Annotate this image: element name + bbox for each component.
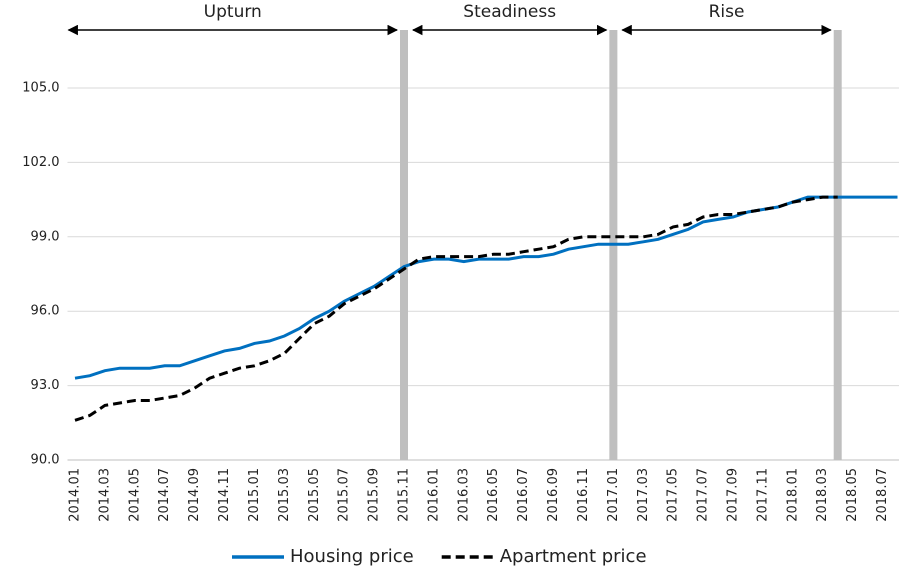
x-tick-label: 2016.09 xyxy=(546,468,561,522)
x-tick-label: 2016.07 xyxy=(516,468,531,522)
x-tick-label: 2016.03 xyxy=(456,468,471,522)
x-tick-label: 2014.09 xyxy=(187,468,202,522)
x-tick-label: 2015.03 xyxy=(277,468,292,522)
x-tick-label: 2017.05 xyxy=(666,468,681,522)
x-tick-label: 2014.01 xyxy=(67,468,82,522)
x-tick-label: 2018.07 xyxy=(875,468,890,522)
x-tick-label: 2017.07 xyxy=(696,468,711,522)
y-tick-label: 93.0 xyxy=(31,378,60,393)
x-tick-label: 2018.01 xyxy=(785,468,800,522)
series-line xyxy=(74,195,898,380)
y-tick-label: 99.0 xyxy=(31,229,60,244)
x-tick-label: 2014.11 xyxy=(217,468,232,522)
period-label: Upturn xyxy=(204,2,262,22)
x-tick-label: 2017.11 xyxy=(755,468,770,522)
series-line xyxy=(74,195,838,422)
x-tick-label: 2014.03 xyxy=(97,468,112,522)
legend-label: Housing price xyxy=(290,546,414,567)
y-tick-label: 90.0 xyxy=(31,453,60,468)
x-tick-label: 2016.05 xyxy=(486,468,501,522)
x-tick-label: 2015.01 xyxy=(247,468,262,522)
period-label: Rise xyxy=(709,2,745,22)
x-tick-label: 2017.09 xyxy=(726,468,741,522)
x-tick-label: 2016.11 xyxy=(576,468,591,522)
x-tick-label: 2015.09 xyxy=(367,468,382,522)
period-label: Steadiness xyxy=(463,2,556,22)
x-tick-label: 2014.05 xyxy=(127,468,142,522)
x-tick-label: 2016.01 xyxy=(426,468,441,522)
x-tick-label: 2018.05 xyxy=(845,468,860,522)
x-tick-label: 2014.07 xyxy=(157,468,172,522)
x-tick-label: 2017.03 xyxy=(636,468,651,522)
y-tick-label: 96.0 xyxy=(31,304,60,319)
x-tick-label: 2015.05 xyxy=(307,468,322,522)
x-tick-label: 2015.07 xyxy=(337,468,352,522)
period-divider xyxy=(833,30,842,460)
legend-label: Apartment price xyxy=(500,546,647,567)
x-tick-label: 2015.11 xyxy=(396,468,411,522)
period-divider xyxy=(399,30,408,460)
x-tick-label: 2017.01 xyxy=(606,468,621,522)
x-tick-label: 2018.03 xyxy=(815,468,830,522)
y-tick-label: 102.0 xyxy=(22,155,59,170)
y-tick-label: 105.0 xyxy=(22,81,59,96)
